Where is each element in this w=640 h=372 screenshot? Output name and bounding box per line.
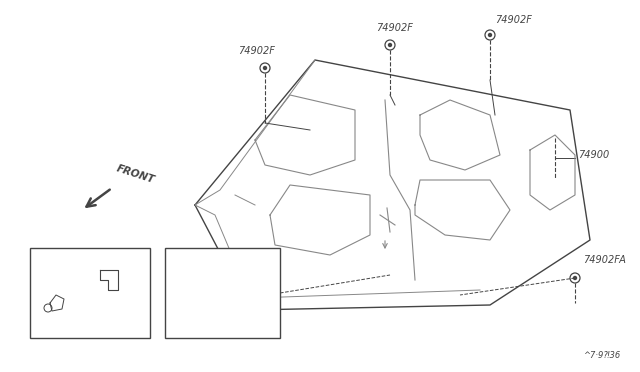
Text: ^7·9⁈36: ^7·9⁈36 [583, 351, 620, 360]
Bar [30, 248, 150, 338]
Text: 74985Q: 74985Q [40, 273, 76, 282]
Text: 74985C: 74985C [42, 315, 77, 324]
Circle shape [388, 44, 392, 46]
Bar [200, 283, 210, 298]
Text: 74902FA: 74902FA [583, 255, 626, 265]
Text: 74902F: 74902F [239, 46, 275, 56]
Bar [165, 248, 280, 338]
Circle shape [264, 67, 266, 70]
Text: [1194-0195]: [1194-0195] [62, 256, 118, 265]
Text: [0195-    ]: [0195- ] [200, 256, 245, 265]
Circle shape [488, 33, 492, 36]
Text: 74900: 74900 [578, 150, 609, 160]
Text: 74902F: 74902F [376, 23, 413, 33]
Text: 74985Q: 74985Q [205, 317, 241, 326]
Text: 74902F: 74902F [495, 15, 532, 25]
Circle shape [573, 276, 577, 279]
Text: FRONT: FRONT [115, 163, 156, 185]
